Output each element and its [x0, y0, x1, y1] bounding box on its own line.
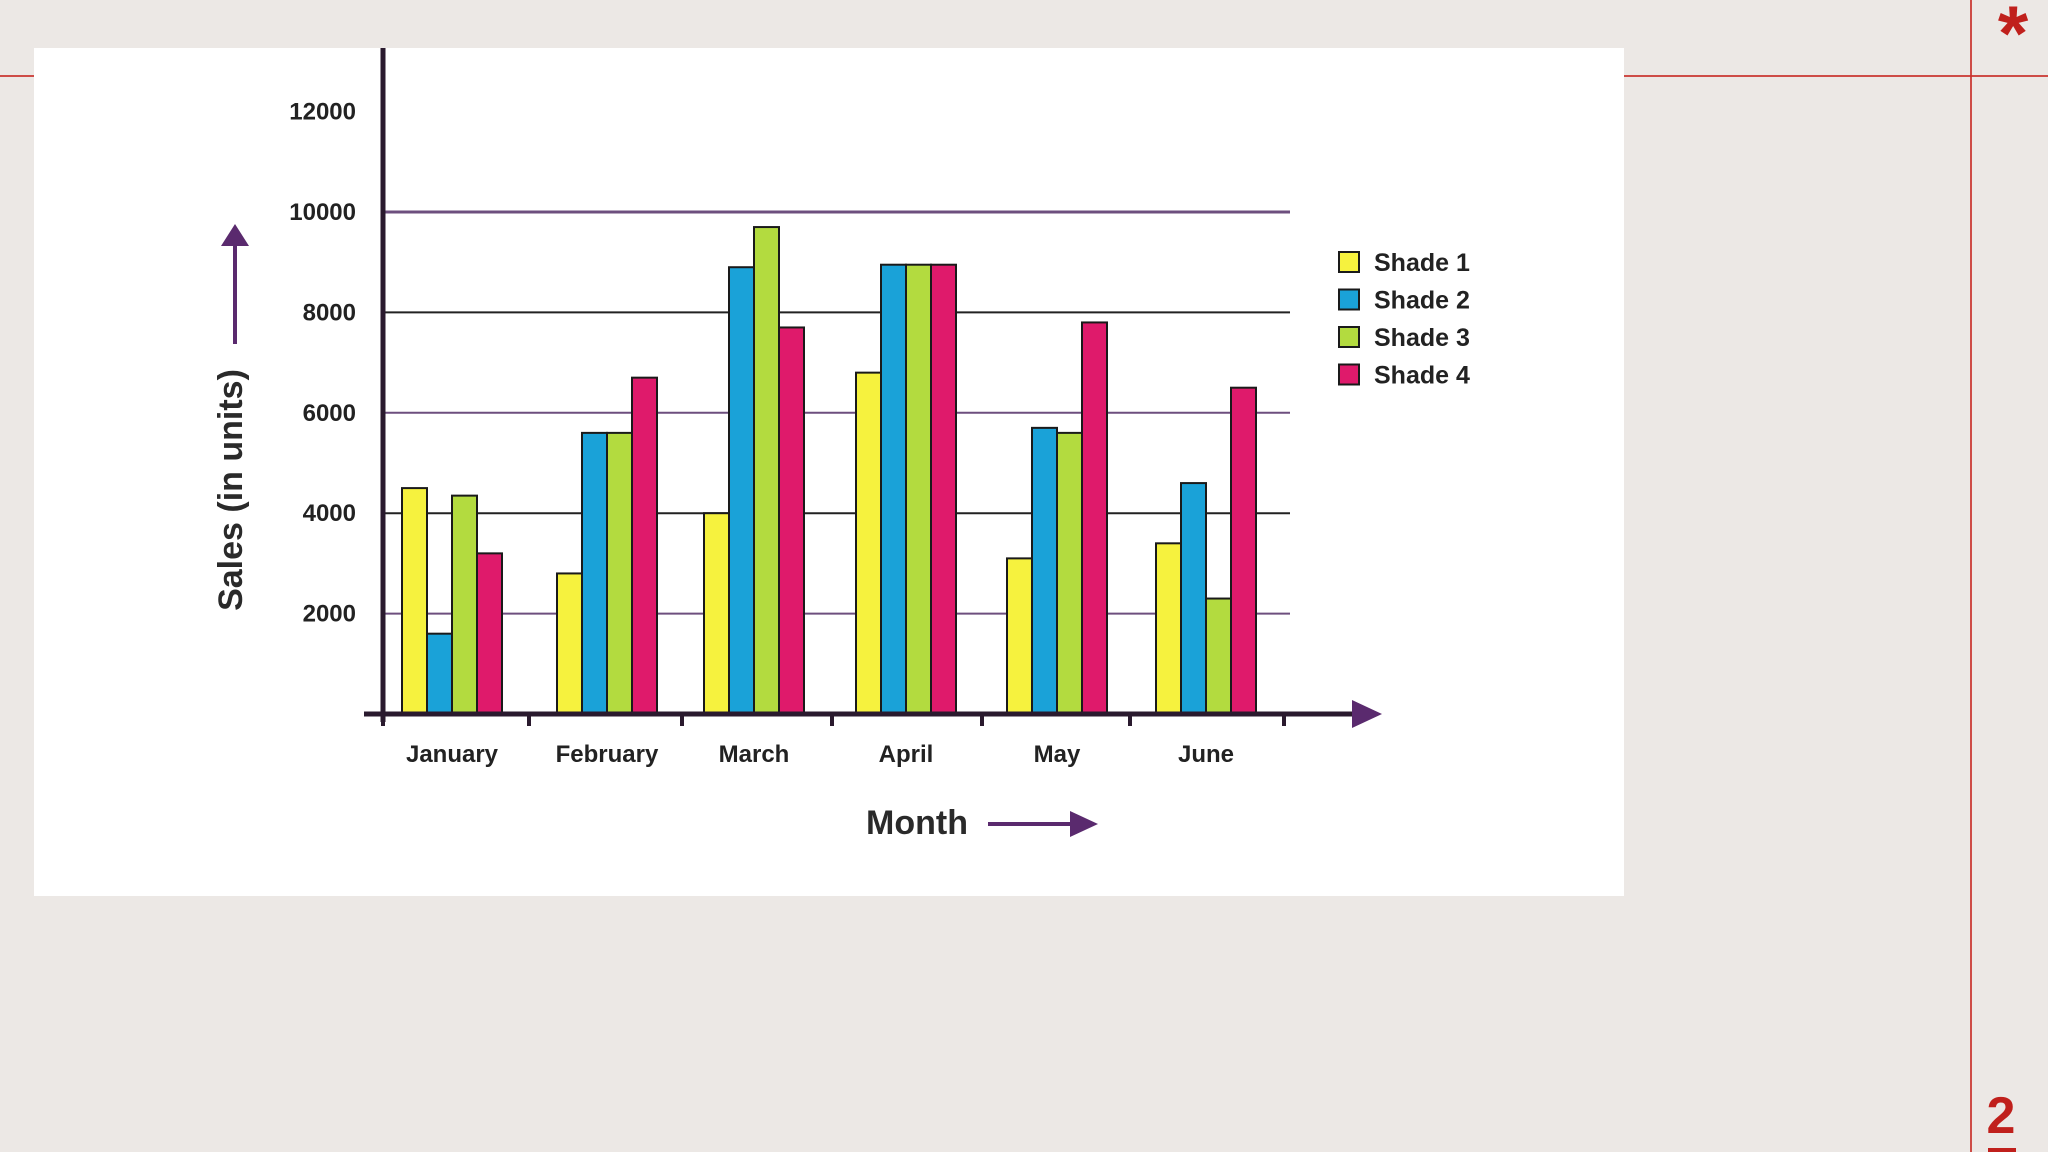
bar [451, 494, 478, 715]
x-tick-label: May [1034, 741, 1081, 768]
bar [905, 263, 932, 716]
bar [631, 376, 658, 715]
bar [1031, 426, 1058, 715]
legend-label: Shade 2 [1374, 287, 1470, 315]
legend-label: Shade 1 [1374, 249, 1470, 277]
bar [606, 431, 633, 715]
y-title-arrow-head [221, 224, 249, 246]
bar [1081, 321, 1108, 715]
grid-layer [383, 210, 1290, 615]
y-tick-label: 10000 [289, 199, 356, 226]
bar [401, 487, 428, 715]
legend-label: Shade 4 [1374, 362, 1470, 390]
bar [1006, 557, 1033, 715]
axes-layer [364, 48, 1382, 728]
bar [556, 572, 583, 715]
x-tick-label: January [406, 741, 499, 768]
x-tick-label: February [556, 741, 659, 768]
bar [1180, 482, 1207, 715]
chart-panel: 2000 4000 6000 8000 10000 12000 January Februar… [34, 48, 1624, 896]
legend-swatch [1338, 251, 1360, 273]
slide-number-underline [1988, 1148, 2016, 1152]
bar [703, 512, 730, 716]
legend-label: Shade 3 [1374, 324, 1470, 352]
bar [1230, 386, 1257, 715]
y-tick-label: 2000 [303, 601, 356, 628]
bar [880, 263, 907, 716]
bar [1205, 597, 1232, 715]
y-tick-label: 8000 [303, 299, 356, 326]
legend-swatch [1338, 363, 1360, 386]
legend-swatch [1338, 288, 1360, 311]
bar [778, 326, 805, 715]
bar-chart: 2000 4000 6000 8000 10000 12000 January Februar… [212, 48, 1470, 842]
slide-asterisk-mark: * [1997, 0, 2029, 77]
bar [855, 371, 882, 715]
bars-layer [401, 226, 1257, 716]
bar [581, 431, 608, 715]
bar [1056, 431, 1083, 715]
bar [1155, 542, 1182, 715]
bar [753, 226, 780, 715]
slide-right-rule [1970, 0, 1972, 1152]
x-title-arrow-head [1070, 811, 1098, 837]
y-tick-label: 4000 [303, 500, 356, 527]
y-tick-label: 12000 [289, 99, 356, 126]
x-axis-title: Month [866, 804, 968, 842]
slide-number: 2 [1986, 1087, 2016, 1145]
bar [930, 263, 957, 716]
bar [728, 266, 755, 715]
x-tick-label: April [879, 741, 934, 768]
labels-layer: 2000 4000 6000 8000 10000 12000 January Februar… [212, 99, 1234, 842]
x-axis-arrowhead [1352, 700, 1382, 728]
bar [426, 632, 453, 715]
y-tick-label: 6000 [303, 400, 356, 427]
x-tick-label: March [719, 741, 790, 768]
legend: Shade 1 Shade 2 Shade 3 Shade 4 [1338, 249, 1470, 390]
legend-swatch [1338, 326, 1360, 348]
x-tick-label: June [1178, 741, 1234, 768]
y-axis-title: Sales (in units) [212, 369, 250, 611]
bar [476, 552, 503, 715]
